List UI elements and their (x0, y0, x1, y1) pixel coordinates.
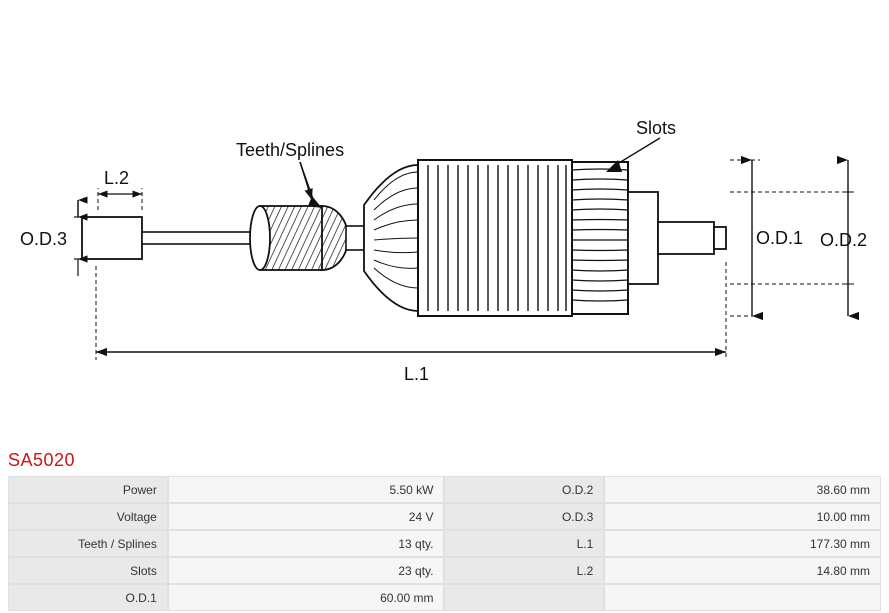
svg-text:O.D.3: O.D.3 (20, 229, 67, 249)
armature-diagram: O.D.3 L.2 (0, 0, 889, 440)
svg-text:O.D.2: O.D.2 (820, 230, 867, 250)
spec-value (604, 584, 881, 611)
spec-value: 14.80 mm (604, 557, 881, 584)
table-row: Power 5.50 kW O.D.2 38.60 mm (8, 476, 881, 503)
table-row: Voltage 24 V O.D.3 10.00 mm (8, 503, 881, 530)
svg-text:L.2: L.2 (104, 168, 129, 188)
spec-value: 5.50 kW (168, 476, 445, 503)
spec-value: 177.30 mm (604, 530, 881, 557)
svg-text:O.D.1: O.D.1 (756, 228, 803, 248)
spec-label: O.D.3 (444, 503, 604, 530)
spec-label: Teeth / Splines (8, 530, 168, 557)
spec-label (444, 584, 604, 611)
spec-label: O.D.1 (8, 584, 168, 611)
spec-value: 13 qty. (168, 530, 445, 557)
svg-text:Teeth/Splines: Teeth/Splines (236, 140, 344, 160)
spec-label: Voltage (8, 503, 168, 530)
spec-table: Power 5.50 kW O.D.2 38.60 mm Voltage 24 … (8, 476, 881, 611)
spec-value: 60.00 mm (168, 584, 445, 611)
table-row: Teeth / Splines 13 qty. L.1 177.30 mm (8, 530, 881, 557)
table-row: Slots 23 qty. L.2 14.80 mm (8, 557, 881, 584)
spec-label: Power (8, 476, 168, 503)
table-row: O.D.1 60.00 mm (8, 584, 881, 611)
svg-text:L.1: L.1 (404, 364, 429, 384)
part-number: SA5020 (8, 450, 75, 471)
spec-value: 24 V (168, 503, 445, 530)
spec-label: Slots (8, 557, 168, 584)
spec-label: L.1 (444, 530, 604, 557)
svg-text:Slots: Slots (636, 118, 676, 138)
spec-value: 10.00 mm (604, 503, 881, 530)
spec-label: O.D.2 (444, 476, 604, 503)
spec-value: 38.60 mm (604, 476, 881, 503)
spec-value: 23 qty. (168, 557, 445, 584)
spec-label: L.2 (444, 557, 604, 584)
